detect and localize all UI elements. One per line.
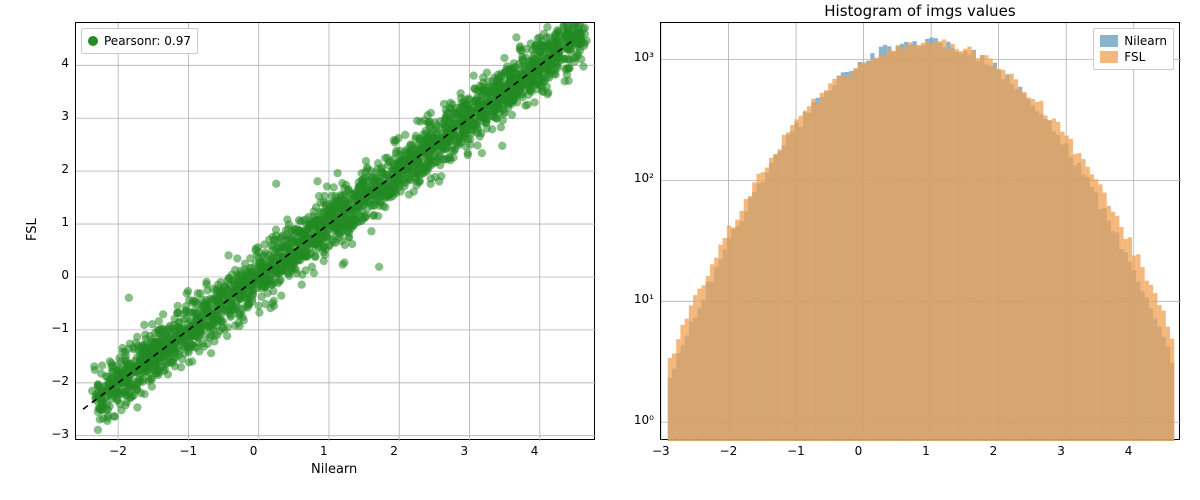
histogram-title: Histogram of imgs values	[660, 2, 1180, 20]
scatter-ytick: −3	[51, 427, 69, 441]
histogram-ytick: 10¹	[634, 292, 654, 306]
histogram-ytick: 10⁰	[634, 413, 654, 427]
histogram-legend-row: Nilearn	[1100, 33, 1167, 49]
histogram-xtick: 3	[1057, 444, 1065, 458]
scatter-plot-svg	[76, 23, 596, 441]
histogram-legend: NilearnFSL	[1093, 28, 1174, 70]
scatter-xtick: 1	[320, 444, 328, 458]
square-icon	[1100, 35, 1118, 47]
histogram-xtick: 4	[1125, 444, 1133, 458]
histogram-xtick: 2	[990, 444, 998, 458]
scatter-xtick: 2	[390, 444, 398, 458]
histogram-xtick: −3	[652, 444, 670, 458]
scatter-ytick: 3	[61, 109, 69, 123]
square-icon	[1100, 51, 1118, 63]
scatter-xtick: 4	[531, 444, 539, 458]
histogram-legend-label: Nilearn	[1124, 33, 1167, 49]
scatter-xtick: 0	[250, 444, 258, 458]
scatter-xtick: −1	[179, 444, 197, 458]
histogram-plot-svg	[661, 23, 1181, 441]
scatter-legend: Pearsonr: 0.97	[81, 28, 198, 54]
scatter-ylabel: FSL	[25, 218, 40, 241]
scatter-ytick: −2	[51, 374, 69, 388]
scatter-ytick: 0	[61, 268, 69, 282]
histogram-xtick: −1	[787, 444, 805, 458]
figure-root: −2 −1 0 1 2 3 4 −3 −2 −1 0 1 2 3 4 Nilearn FSL Pearso…	[0, 0, 1200, 500]
histogram-ytick: 10³	[634, 50, 654, 64]
scatter-xlabel: Nilearn	[311, 462, 357, 477]
scatter-legend-label: Pearsonr: 0.97	[104, 33, 191, 49]
scatter-panel	[75, 22, 595, 440]
scatter-xtick: −2	[109, 444, 127, 458]
dot-icon	[88, 36, 98, 46]
scatter-legend-row: Pearsonr: 0.97	[88, 33, 191, 49]
histogram-legend-row: FSL	[1100, 49, 1167, 65]
histogram-xtick: 1	[922, 444, 930, 458]
scatter-xtick: 3	[461, 444, 469, 458]
scatter-ytick: 1	[61, 215, 69, 229]
histogram-xtick: −2	[720, 444, 738, 458]
histogram-legend-label: FSL	[1124, 49, 1145, 65]
histogram-panel	[660, 22, 1180, 440]
histogram-xtick: 0	[855, 444, 863, 458]
scatter-ytick: −1	[51, 321, 69, 335]
scatter-ytick: 2	[61, 162, 69, 176]
histogram-ytick: 10²	[634, 171, 654, 185]
scatter-ytick: 4	[61, 56, 69, 70]
